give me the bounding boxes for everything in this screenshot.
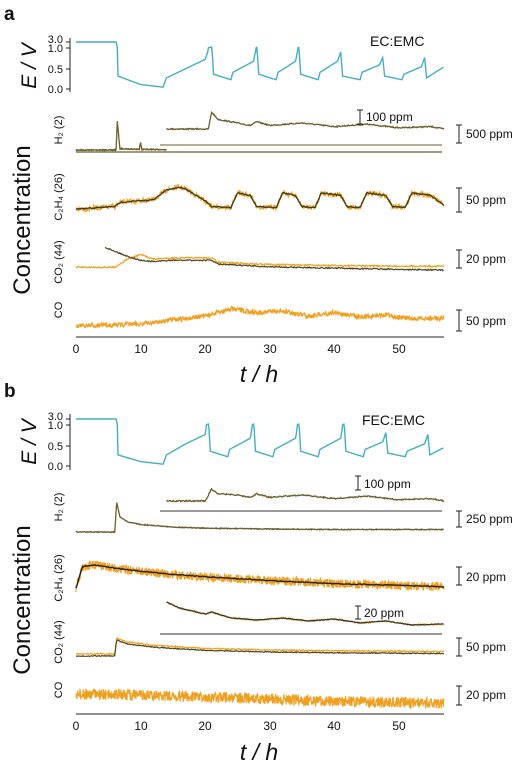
co2-inset-trace-smoothed	[166, 601, 444, 626]
x-tick-label: 10	[134, 719, 148, 733]
svg-text:500 ppm: 500 ppm	[466, 127, 513, 141]
co2-trace-smoothed	[75, 639, 445, 658]
x-tick-label: 0	[73, 719, 80, 733]
gas-label-co2: CO₂ (44)	[53, 240, 65, 283]
x-tick-label: 0	[73, 342, 80, 356]
potential-curve	[76, 41, 444, 88]
svg-text:20 ppm: 20 ppm	[364, 606, 404, 620]
svg-text:20 ppm: 20 ppm	[466, 688, 506, 702]
co2-trace-raw	[75, 253, 445, 269]
potential-axis-label: E / V	[18, 41, 41, 89]
co-scale-bar: 20 ppm	[456, 685, 506, 706]
panel-letter: a	[4, 4, 15, 25]
x-ticks: 0 10 20 30 40 50	[73, 719, 406, 733]
potential-tick-label: 0.5	[48, 64, 63, 76]
svg-text:20 ppm: 20 ppm	[466, 570, 506, 584]
h2-scale-bar: 500 ppm	[456, 124, 513, 144]
h2-inset-trace	[166, 487, 445, 503]
c2h4-scale-bar: 20 ppm	[456, 566, 506, 586]
potential-tick-label: 0.0	[48, 84, 63, 96]
svg-text:50 ppm: 50 ppm	[466, 193, 506, 207]
svg-text:20 ppm: 20 ppm	[466, 252, 506, 266]
co2-trace-smoothed	[104, 246, 445, 272]
gas-label-c2h4: C₂H₄ (26)	[53, 554, 65, 601]
h2-inset-scale-bar: 100 ppm	[355, 475, 411, 491]
svg-text:50 ppm: 50 ppm	[466, 314, 506, 328]
potential-tick-label: 1.0	[48, 420, 63, 432]
potential-tick-label: 0.5	[48, 441, 63, 453]
x-tick-label: 50	[392, 719, 406, 733]
co-trace	[75, 688, 445, 710]
potential-tick-label: 3.0	[48, 411, 63, 423]
gas-label-co: CO	[53, 681, 65, 698]
c2h4-trace-smoothed	[75, 186, 445, 210]
co2-scale-bar: 50 ppm	[456, 637, 506, 657]
panel-b: b FEC:EMC E / V 3.0 1.0 0.5 0.0 Concentr…	[4, 381, 513, 765]
panel-letter: b	[4, 381, 16, 402]
x-ticks: 0 10 20 30 40 50	[73, 342, 406, 356]
gas-label-h2: H₂ (2)	[53, 493, 65, 522]
co2-trace-raw	[75, 637, 445, 657]
svg-text:50 ppm: 50 ppm	[466, 640, 506, 654]
x-tick-label: 40	[327, 719, 341, 733]
h2-trace	[75, 121, 167, 152]
concentration-axis-label: Concentration	[9, 525, 36, 674]
x-tick-label: 30	[263, 719, 277, 733]
potential-curve	[76, 418, 444, 465]
h2-inset-trace	[166, 110, 445, 131]
c2h4-trace-raw	[75, 183, 445, 214]
gas-label-c2h4: C₂H₄ (26)	[53, 173, 65, 220]
potential-tick-label: 3.0	[48, 34, 63, 46]
h2-trace	[75, 502, 445, 534]
x-tick-label: 20	[198, 342, 212, 356]
co2-scale-bar: 20 ppm	[456, 249, 506, 269]
potential-ticks: 3.0 1.0 0.5 0.0	[48, 411, 70, 473]
x-axis-label: t / h	[240, 739, 278, 765]
co-scale-bar: 50 ppm	[456, 309, 506, 332]
x-tick-label: 20	[198, 719, 212, 733]
potential-axis-label: E / V	[18, 417, 41, 465]
potential-tick-label: 1.0	[48, 43, 63, 55]
svg-text:100 ppm: 100 ppm	[366, 110, 413, 124]
svg-text:250 ppm: 250 ppm	[466, 512, 513, 526]
panel-a: a EC:EMC E / V 3.0 1.0 0.5 0.0 Concentra…	[4, 4, 513, 387]
gas-label-co2: CO₂ (44)	[53, 620, 65, 663]
c2h4-scale-bar: 50 ppm	[456, 187, 506, 213]
gas-label-co: CO	[53, 301, 65, 318]
potential-ticks: 3.0 1.0 0.5 0.0	[48, 34, 70, 96]
svg-text:100 ppm: 100 ppm	[364, 477, 411, 491]
h2-inset-scale-bar: 100 ppm	[357, 109, 413, 125]
x-tick-label: 50	[392, 342, 406, 356]
x-tick-label: 10	[134, 342, 148, 356]
h2-scale-bar: 250 ppm	[456, 510, 513, 528]
c2h4-trace-smoothed	[75, 564, 445, 589]
potential-tick-label: 0.0	[48, 461, 63, 473]
electrolyte-label: EC:EMC	[370, 33, 424, 49]
co-trace	[75, 305, 445, 329]
electrolyte-label: FEC:EMC	[362, 412, 425, 428]
x-tick-label: 40	[327, 342, 341, 356]
co2-inset-scale-bar: 20 ppm	[355, 605, 404, 620]
c2h4-trace-raw	[75, 560, 445, 592]
x-axis-label: t / h	[240, 361, 278, 387]
x-tick-label: 30	[263, 342, 277, 356]
concentration-axis-label: Concentration	[9, 145, 36, 294]
gas-label-h2: H₂ (2)	[53, 116, 65, 145]
